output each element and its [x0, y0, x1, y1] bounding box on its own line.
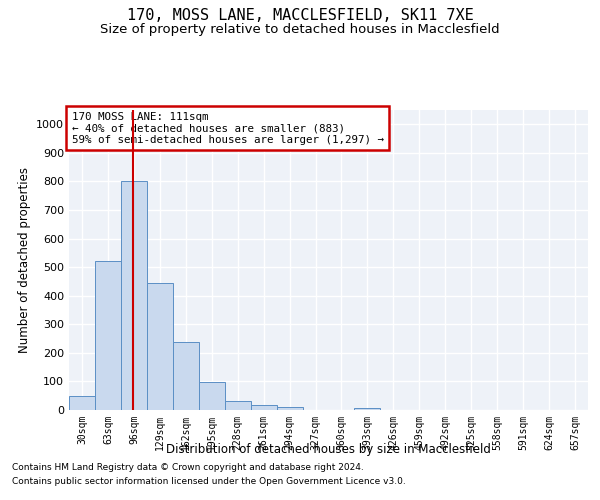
Text: 170 MOSS LANE: 111sqm
← 40% of detached houses are smaller (883)
59% of semi-det: 170 MOSS LANE: 111sqm ← 40% of detached … — [71, 112, 383, 144]
Bar — [95, 262, 121, 410]
Bar — [173, 342, 199, 410]
Text: Size of property relative to detached houses in Macclesfield: Size of property relative to detached ho… — [100, 22, 500, 36]
Bar — [224, 400, 251, 410]
Bar — [355, 408, 380, 410]
Text: Contains public sector information licensed under the Open Government Licence v3: Contains public sector information licen… — [12, 477, 406, 486]
Text: Distribution of detached houses by size in Macclesfield: Distribution of detached houses by size … — [166, 442, 491, 456]
Bar — [199, 382, 224, 410]
Bar — [251, 405, 277, 410]
Bar — [121, 182, 147, 410]
Text: Contains HM Land Registry data © Crown copyright and database right 2024.: Contains HM Land Registry data © Crown c… — [12, 464, 364, 472]
Bar — [277, 407, 302, 410]
Text: 170, MOSS LANE, MACCLESFIELD, SK11 7XE: 170, MOSS LANE, MACCLESFIELD, SK11 7XE — [127, 8, 473, 22]
Bar — [69, 396, 95, 410]
Bar — [147, 283, 173, 410]
Y-axis label: Number of detached properties: Number of detached properties — [17, 167, 31, 353]
